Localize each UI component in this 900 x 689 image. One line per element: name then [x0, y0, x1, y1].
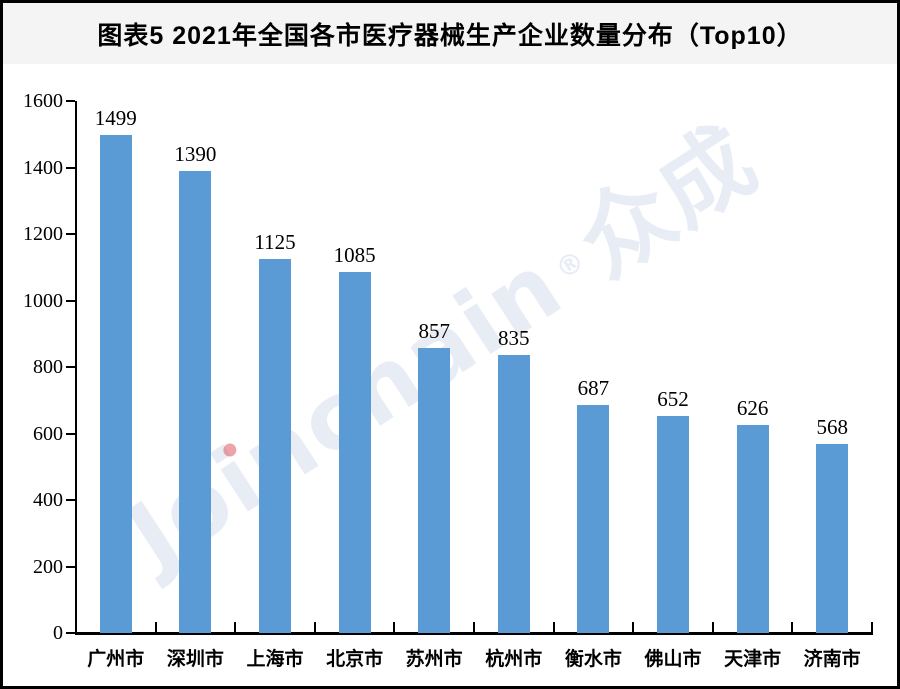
registered-trademark-icon: ®	[549, 243, 591, 287]
y-tick-label: 1400	[23, 156, 63, 179]
y-tick	[66, 100, 75, 102]
bar	[99, 134, 132, 633]
y-axis-line	[75, 101, 77, 634]
x-tick	[75, 622, 77, 632]
x-tick	[154, 622, 157, 632]
x-tick	[552, 622, 555, 632]
y-tick-label: 1600	[23, 90, 63, 112]
y-tick	[66, 366, 75, 368]
x-category-label: 北京市	[326, 649, 384, 670]
chart-title: 图表5 2021年全国各市医疗器械生产企业数量分布（Top10）	[97, 21, 803, 50]
y-tick-label: 800	[33, 356, 63, 378]
bar-value-label: 835	[498, 326, 530, 351]
y-tick	[66, 166, 75, 169]
y-tick-label: 1000	[23, 289, 63, 312]
bar-value-label: 1390	[174, 141, 217, 166]
x-category-label: 杭州市	[485, 649, 543, 670]
x-category-label: 深圳市	[166, 649, 224, 670]
bar-value-label: 568	[816, 415, 848, 440]
bar	[497, 355, 530, 633]
x-tick	[234, 622, 237, 632]
x-category-label: 上海市	[246, 649, 304, 670]
bar-value-label: 687	[577, 375, 610, 400]
y-tick	[66, 432, 75, 435]
title-band: 图表5 2021年全国各市医疗器械生产企业数量分布（Top10）	[3, 3, 897, 64]
y-tick	[66, 233, 75, 235]
x-axis-line	[75, 632, 873, 635]
x-tick	[632, 622, 635, 632]
bar-value-label: 1499	[94, 105, 137, 130]
bar	[657, 416, 689, 633]
x-tick	[791, 622, 794, 632]
y-tick-label: 0	[53, 622, 63, 644]
x-category-label: 济南市	[803, 649, 861, 670]
bar-value-label: 626	[736, 395, 769, 420]
x-tick	[871, 622, 873, 632]
x-category-label: 苏州市	[405, 649, 463, 670]
bar-value-label: 857	[418, 319, 450, 344]
x-category-label: 佛山市	[644, 649, 702, 670]
y-tick	[66, 499, 75, 501]
bar	[816, 444, 849, 633]
x-category-label: 衡水市	[564, 649, 622, 670]
y-tick-label: 400	[33, 489, 63, 511]
y-tick-label: 200	[33, 555, 63, 578]
bar-value-label: 1085	[333, 243, 376, 268]
bar	[338, 272, 371, 633]
watermark-red-dot-icon	[220, 441, 239, 460]
bar	[418, 348, 451, 633]
y-tick-label: 1200	[23, 223, 63, 245]
x-tick	[313, 622, 316, 632]
x-category-label: 天津市	[724, 649, 782, 670]
bar-value-label: 652	[657, 387, 689, 412]
x-tick	[473, 622, 475, 632]
bar-value-label: 1125	[254, 229, 296, 254]
bar	[259, 258, 291, 633]
x-tick	[393, 622, 396, 632]
watermark-brand-cjk: 众成	[559, 105, 776, 298]
y-tick	[66, 299, 75, 302]
plot-area: Joinchain®众成 020040060080010001200140016…	[3, 3, 897, 686]
y-tick	[66, 565, 75, 568]
y-tick	[66, 632, 75, 634]
bar	[179, 170, 212, 633]
x-tick	[711, 622, 714, 632]
bar	[736, 424, 769, 633]
x-category-label: 广州市	[87, 649, 145, 670]
bar	[577, 404, 610, 633]
y-tick-label: 600	[33, 422, 63, 445]
